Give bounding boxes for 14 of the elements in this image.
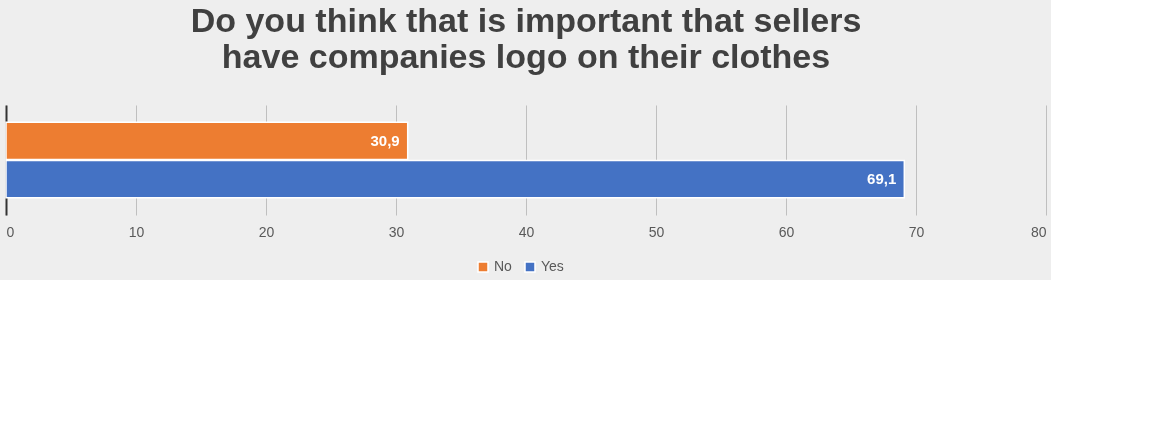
x-tick-label: 80: [1030, 223, 1047, 240]
data-label: 30,9: [370, 131, 400, 149]
data-label: 69,1: [867, 170, 897, 188]
x-tick-label: 30: [388, 223, 405, 240]
x-tick-label: 60: [778, 223, 795, 240]
legend-label: Yes: [541, 258, 564, 274]
x-tick-label: 10: [128, 223, 145, 240]
x-tick-label: 70: [908, 223, 925, 240]
legend-label: No: [494, 258, 513, 274]
x-tick-label: 0: [6, 223, 15, 240]
x-tick-label: 50: [648, 223, 665, 240]
chart-title: Do you think that is important that sellers have companies logo on their clothes: [190, 1, 862, 75]
x-tick-label: 20: [258, 223, 275, 240]
x-tick-label: 40: [518, 223, 535, 240]
